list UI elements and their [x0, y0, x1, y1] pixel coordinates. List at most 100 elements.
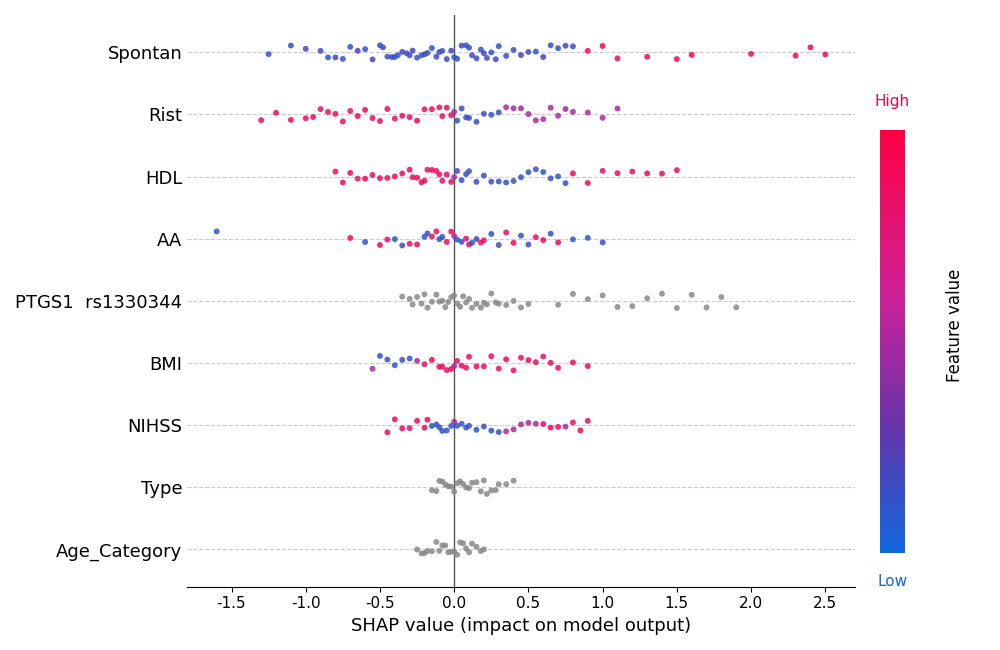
- Point: [446, 547, 462, 557]
- Point: [565, 168, 581, 179]
- Point: [409, 292, 425, 302]
- Point: [468, 177, 484, 187]
- Point: [439, 425, 455, 436]
- Point: [424, 546, 440, 556]
- Point: [513, 352, 529, 363]
- Point: [402, 423, 418, 434]
- Point: [414, 50, 430, 60]
- Point: [313, 104, 329, 114]
- Point: [498, 426, 514, 437]
- Point: [431, 102, 447, 112]
- Point: [535, 351, 551, 361]
- Point: [440, 547, 456, 558]
- Point: [452, 537, 468, 547]
- Point: [452, 476, 468, 487]
- Point: [394, 168, 410, 179]
- Point: [699, 302, 715, 313]
- Point: [372, 240, 388, 250]
- Point: [565, 41, 581, 51]
- Point: [802, 42, 818, 53]
- Point: [461, 239, 477, 250]
- Point: [528, 232, 544, 242]
- Point: [550, 300, 566, 310]
- Point: [483, 229, 499, 239]
- Point: [528, 46, 544, 57]
- Text: Feature value: Feature value: [946, 268, 964, 382]
- Point: [449, 298, 465, 309]
- Text: Low: Low: [877, 574, 908, 589]
- Point: [609, 53, 625, 64]
- Point: [468, 116, 484, 127]
- Point: [464, 238, 480, 248]
- Point: [654, 168, 670, 179]
- Point: [520, 167, 536, 177]
- Point: [558, 178, 574, 188]
- Point: [449, 549, 465, 560]
- Point: [431, 234, 447, 244]
- Point: [543, 229, 559, 239]
- Point: [305, 112, 321, 122]
- Point: [405, 172, 421, 183]
- Point: [365, 363, 381, 374]
- Point: [379, 427, 395, 437]
- Point: [476, 544, 492, 554]
- Point: [372, 40, 388, 51]
- Point: [449, 53, 465, 64]
- Point: [434, 476, 450, 487]
- Point: [394, 240, 410, 251]
- Point: [431, 296, 447, 307]
- Point: [327, 166, 343, 177]
- Point: [513, 231, 529, 241]
- Point: [409, 415, 425, 426]
- Point: [468, 477, 484, 488]
- Point: [431, 361, 447, 372]
- Point: [455, 538, 471, 549]
- Point: [342, 233, 358, 243]
- Point: [528, 419, 544, 429]
- Point: [528, 164, 544, 174]
- Point: [488, 54, 504, 64]
- Point: [428, 51, 444, 62]
- Point: [454, 237, 470, 247]
- Point: [446, 290, 462, 300]
- Point: [454, 175, 470, 185]
- Point: [468, 541, 484, 552]
- Point: [458, 482, 474, 493]
- Point: [458, 40, 474, 51]
- Point: [491, 176, 507, 187]
- Point: [461, 166, 477, 176]
- Point: [580, 107, 596, 118]
- Point: [558, 421, 574, 432]
- Point: [424, 164, 440, 175]
- Point: [434, 111, 450, 122]
- Point: [419, 302, 435, 313]
- Point: [402, 112, 418, 122]
- Point: [449, 478, 465, 488]
- Point: [609, 103, 625, 114]
- Point: [443, 482, 459, 492]
- Point: [446, 486, 462, 497]
- Point: [479, 53, 495, 63]
- Point: [483, 289, 499, 299]
- X-axis label: SHAP value (impact on model output): SHAP value (impact on model output): [351, 617, 691, 635]
- Point: [449, 356, 465, 366]
- Point: [550, 111, 566, 121]
- Point: [394, 423, 410, 434]
- Point: [461, 113, 477, 124]
- Point: [483, 47, 499, 58]
- Point: [479, 489, 495, 499]
- Point: [535, 167, 551, 177]
- Point: [209, 226, 225, 237]
- Point: [446, 361, 462, 371]
- Point: [595, 237, 611, 248]
- Point: [261, 49, 277, 59]
- Point: [424, 104, 440, 114]
- Point: [405, 300, 421, 310]
- Point: [320, 52, 336, 62]
- Point: [595, 41, 611, 51]
- Point: [424, 485, 440, 495]
- Point: [419, 228, 435, 239]
- Point: [520, 239, 536, 250]
- Point: [414, 177, 430, 188]
- Point: [405, 46, 421, 56]
